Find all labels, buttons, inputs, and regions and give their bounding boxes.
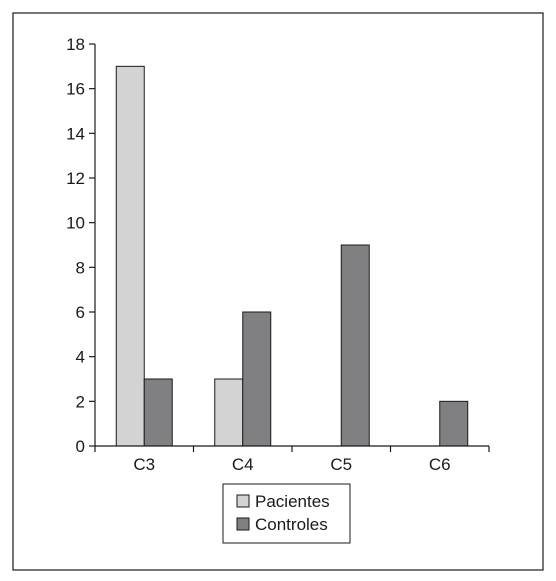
axes-group: 0 2 4 6 8 10 12 14 16 18 C3 C4 C5 C6 (66, 35, 490, 474)
x-tick-label-c5: C5 (330, 455, 352, 474)
chart-border (12, 12, 544, 571)
bar-controles-c5 (340, 244, 370, 447)
bar-pacientes-c3 (115, 65, 145, 447)
y-tick-label: 4 (76, 348, 85, 367)
y-tick-label: 14 (66, 124, 85, 143)
y-tick-label: 0 (76, 437, 85, 456)
y-tick-label: 18 (66, 35, 85, 54)
y-tick-label: 16 (66, 80, 85, 99)
y-tick-label: 10 (66, 214, 85, 233)
legend-box (222, 483, 351, 544)
legend-label-controles: Controles (255, 515, 328, 534)
x-tick-label-c3: C3 (133, 455, 155, 474)
legend-swatch-controles (236, 517, 250, 531)
y-tick-label: 2 (76, 392, 85, 411)
bar-controles-c3 (143, 378, 173, 447)
bar-controles-c6 (439, 400, 469, 447)
y-tick-label: 12 (66, 169, 85, 188)
legend-swatch-pacientes (236, 494, 250, 508)
legend: Pacientes Controles (222, 483, 351, 544)
y-tick-label: 8 (76, 258, 85, 277)
bars-group (115, 65, 469, 447)
x-tick-label-c6: C6 (429, 455, 451, 474)
bar-pacientes-c4 (214, 378, 244, 447)
legend-label-pacientes: Pacientes (255, 492, 330, 511)
x-tick-label-c4: C4 (232, 455, 254, 474)
y-tick-label: 6 (76, 303, 85, 322)
bar-controles-c4 (242, 311, 272, 447)
